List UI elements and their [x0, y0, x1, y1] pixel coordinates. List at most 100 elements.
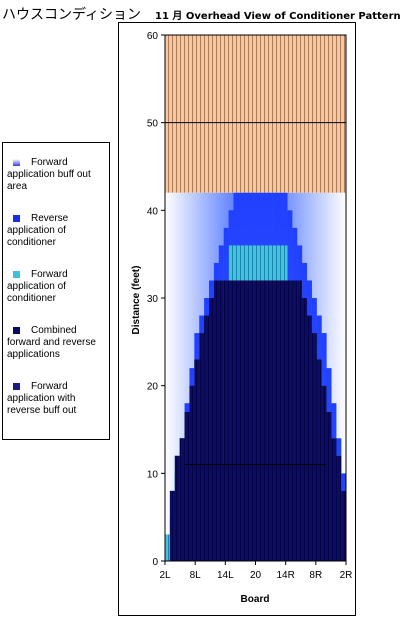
bar-forward-application-with-reverse-buff-out-17R	[267, 464, 273, 561]
x-tick-label-2L: 2L	[159, 570, 171, 581]
legend-swatch-combined	[13, 327, 20, 334]
x-tick-label-2R: 2R	[340, 570, 353, 581]
bar-forward-application-with-reverse-buff-out-19R	[257, 464, 264, 561]
bar-forward-application-of-conditioner-2L	[165, 534, 171, 561]
bar-combined-forward-and-reverse-applications-10R	[301, 298, 308, 561]
bar-combined-forward-and-reverse-applications-14L	[223, 280, 229, 561]
bar-forward-application-with-reverse-buff-out-18R	[262, 464, 268, 561]
y-tick-label-10: 10	[147, 469, 159, 480]
y-tick-label-60: 60	[147, 31, 159, 42]
bar-combined-forward-and-reverse-applications-18L	[243, 280, 249, 561]
bar-combined-forward-and-reverse-applications-19L	[248, 280, 254, 561]
bar-combined-forward-and-reverse-applications-5L	[179, 438, 185, 561]
legend-item-reverse: Reverse application of conditioner	[7, 213, 109, 249]
bar-combined-forward-and-reverse-applications-16R	[272, 280, 278, 561]
bar-combined-forward-and-reverse-applications-20	[253, 280, 259, 561]
bar-forward-application-with-reverse-buff-out-8L	[194, 464, 200, 561]
legend-swatch-forward	[13, 271, 20, 278]
bar-combined-forward-and-reverse-applications-16L	[233, 280, 239, 561]
bar-combined-forward-and-reverse-applications-7R	[316, 359, 322, 561]
bar-forward-application-with-reverse-buff-out-8R	[311, 464, 317, 561]
bar-forward-application-with-reverse-buff-out-13R	[287, 464, 293, 561]
bar-combined-forward-and-reverse-applications-3R	[336, 455, 342, 561]
bar-forward-application-with-reverse-buff-out-7R	[316, 464, 322, 561]
bar-combined-forward-and-reverse-applications-13R	[287, 280, 293, 561]
x-tick-label-14R: 14R	[276, 570, 294, 581]
bar-combined-forward-and-reverse-applications-2R	[341, 490, 347, 561]
x-tick-label-8L: 8L	[190, 570, 202, 581]
y-tick-label-0: 0	[152, 557, 158, 568]
bar-forward-application-with-reverse-buff-out-13L	[218, 464, 224, 561]
bar-forward-application-with-reverse-buff-out-16R	[272, 464, 278, 561]
bar-forward-application-with-reverse-buff-out-20	[253, 464, 259, 561]
y-tick-label-40: 40	[147, 206, 159, 217]
bar-forward-application-with-reverse-buff-out-18L	[243, 464, 249, 561]
legend-label-reverse: Reverse application of conditioner	[7, 213, 69, 248]
y-tick-label-30: 30	[147, 294, 159, 305]
bar-combined-forward-and-reverse-applications-8R	[311, 333, 317, 561]
bar-forward-application-with-reverse-buff-out-15L	[228, 464, 234, 561]
legend-label-forward: Forward application of conditioner	[7, 269, 68, 304]
chart-title-en: 11 月 Overhead View of Conditioner Patter…	[155, 11, 400, 22]
legend-swatch-forward-reverse-buff	[13, 383, 20, 390]
bar-combined-forward-and-reverse-applications-10L	[204, 315, 210, 561]
bar-forward-application-with-reverse-buff-out-19L	[248, 464, 254, 561]
x-tick-label-20: 20	[250, 570, 262, 581]
bar-combined-forward-and-reverse-applications-4L	[174, 455, 180, 561]
bar-combined-forward-and-reverse-applications-8L	[194, 359, 200, 561]
bar-forward-application-with-reverse-buff-out-14R	[282, 464, 288, 561]
upper-hatched-region	[165, 35, 346, 193]
bar-forward-application-with-reverse-buff-out-6L	[184, 464, 190, 561]
bar-forward-application-with-reverse-buff-out-11L	[209, 464, 215, 561]
bar-combined-forward-and-reverse-applications-17L	[238, 280, 244, 561]
bar-combined-forward-and-reverse-applications-9R	[306, 315, 312, 561]
bar-forward-application-with-reverse-buff-out-15R	[277, 464, 283, 561]
bar-combined-forward-and-reverse-applications-19R	[257, 280, 264, 561]
bar-forward-application-with-reverse-buff-out-5R	[326, 464, 332, 561]
bar-forward-application-with-reverse-buff-out-12R	[292, 464, 298, 561]
bar-combined-forward-and-reverse-applications-3L	[169, 490, 175, 561]
legend-swatch-buff-out	[13, 159, 20, 166]
bar-forward-application-with-reverse-buff-out-11R	[297, 464, 303, 561]
bar-combined-forward-and-reverse-applications-11R	[297, 280, 303, 561]
bar-combined-forward-and-reverse-applications-14R	[282, 280, 288, 561]
legend-item-buff-out: Forward application buff out area	[7, 157, 109, 193]
x-tick-label-14L: 14L	[217, 570, 234, 581]
bar-combined-forward-and-reverse-applications-15L	[228, 280, 234, 561]
bar-forward-application-with-reverse-buff-out-7L	[189, 464, 195, 561]
chart-title-jp: ハウスコンディション	[2, 7, 142, 23]
legend: Forward application buff out area Revers…	[2, 142, 110, 440]
legend-label-forward-reverse-buff: Forward application with reverse buff ou…	[7, 381, 77, 416]
bar-combined-forward-and-reverse-applications-12L	[213, 280, 220, 561]
legend-label-buff-out: Forward application buff out area	[7, 157, 91, 192]
x-axis: 2L 8L 14L 20 14R 8R 2R	[159, 561, 352, 581]
bar-forward-application-with-reverse-buff-out-17L	[238, 464, 244, 561]
bar-combined-forward-and-reverse-applications-18R	[262, 280, 268, 561]
legend-label-combined: Combined forward and reverse application…	[7, 325, 96, 360]
bar-forward-application-with-reverse-buff-out-10L	[204, 464, 210, 561]
bar-combined-forward-and-reverse-applications-4R	[331, 438, 337, 561]
bar-forward-application-with-reverse-buff-out-12L	[213, 464, 220, 561]
plot-area	[164, 34, 347, 562]
bar-forward-application-with-reverse-buff-out-9R	[306, 464, 312, 561]
chart-title: ハウスコンディション 11 月 Overhead View of Conditio…	[2, 4, 400, 24]
y-tick-label-50: 50	[147, 119, 159, 130]
bar-forward-application-with-reverse-buff-out-6R	[321, 464, 327, 561]
bar-combined-forward-and-reverse-applications-15R	[277, 280, 283, 561]
bar-combined-forward-and-reverse-applications-9L	[199, 333, 205, 561]
x-tick-label-8R: 8R	[309, 570, 322, 581]
y-axis: 0 10 20 30 40 50 60	[147, 31, 165, 568]
legend-item-forward: Forward application of conditioner	[7, 269, 109, 305]
bar-forward-application-with-reverse-buff-out-16L	[233, 464, 239, 561]
bar-combined-forward-and-reverse-applications-12R	[292, 280, 298, 561]
bar-forward-application-with-reverse-buff-out-9L	[199, 464, 205, 561]
x-axis-title: Board	[241, 594, 270, 605]
legend-swatch-reverse	[13, 215, 20, 222]
legend-item-combined: Combined forward and reverse application…	[7, 325, 109, 361]
y-axis-title: Distance (feet)	[131, 266, 142, 335]
bar-combined-forward-and-reverse-applications-17R	[267, 280, 273, 561]
bar-combined-forward-and-reverse-applications-13L	[218, 280, 224, 561]
bar-forward-application-with-reverse-buff-out-14L	[223, 464, 229, 561]
y-tick-label-20: 20	[147, 382, 159, 393]
